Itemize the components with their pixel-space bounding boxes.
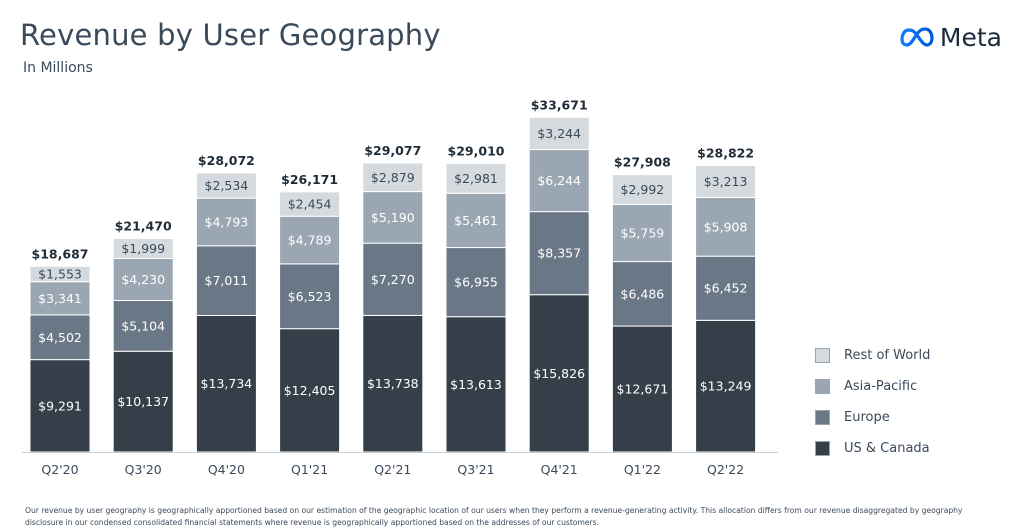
data-label-asia-pacific: $5,908 bbox=[704, 219, 748, 234]
data-label-asia-pacific: $5,461 bbox=[454, 213, 498, 228]
legend-swatch-asia-pacific bbox=[815, 379, 830, 394]
total-label: $29,077 bbox=[364, 143, 421, 158]
legend-label-asia-pacific: Asia-Pacific bbox=[844, 379, 918, 394]
data-label-asia-pacific: $5,190 bbox=[371, 210, 415, 225]
bar-segment-rest-of-world bbox=[29, 265, 91, 283]
bar-segment-asia-pacific bbox=[279, 215, 341, 265]
data-label-europe: $6,486 bbox=[621, 286, 665, 301]
bar-segment-europe bbox=[195, 245, 257, 316]
bar-segment-europe bbox=[695, 255, 757, 321]
total-label: $21,470 bbox=[115, 219, 172, 234]
bar-segment-europe bbox=[279, 263, 341, 330]
data-label-europe: $6,452 bbox=[704, 281, 748, 296]
legend-swatch-europe bbox=[815, 410, 830, 425]
total-label: $26,171 bbox=[281, 172, 338, 187]
data-label-us-canada: $13,738 bbox=[367, 376, 419, 391]
data-label-rest-of-world: $2,454 bbox=[288, 197, 332, 212]
bar-segment-us-canada bbox=[195, 314, 257, 453]
data-label-us-canada: $13,613 bbox=[450, 377, 502, 392]
bar-segment-rest-of-world bbox=[695, 165, 757, 198]
bar-segment-rest-of-world bbox=[611, 174, 673, 205]
data-label-us-canada: $12,671 bbox=[617, 382, 669, 397]
data-label-rest-of-world: $1,553 bbox=[38, 266, 82, 281]
total-label: $27,908 bbox=[614, 155, 671, 170]
bar-segment-europe bbox=[362, 242, 424, 316]
data-label-us-canada: $13,249 bbox=[700, 379, 752, 394]
legend-item-europe: Europe bbox=[815, 402, 930, 433]
chart-legend: Rest of World Asia-Pacific Europe US & C… bbox=[815, 340, 930, 464]
bar-segment-rest-of-world bbox=[528, 116, 590, 151]
total-label: $28,072 bbox=[198, 153, 255, 168]
x-tick-label: Q1'22 bbox=[624, 462, 661, 477]
data-label-asia-pacific: $4,789 bbox=[288, 233, 332, 248]
legend-item-rest-of-world: Rest of World bbox=[815, 340, 930, 371]
bar-segment-asia-pacific bbox=[695, 196, 757, 257]
x-tick-label: Q4'20 bbox=[208, 462, 245, 477]
bar-segment-rest-of-world bbox=[195, 172, 257, 199]
data-label-asia-pacific: $4,230 bbox=[121, 272, 165, 287]
data-label-us-canada: $10,137 bbox=[117, 394, 169, 409]
data-label-rest-of-world: $3,244 bbox=[537, 126, 581, 141]
bar-segment-asia-pacific bbox=[362, 191, 424, 244]
x-tick-label: Q2'20 bbox=[41, 462, 78, 477]
data-label-asia-pacific: $3,341 bbox=[38, 291, 82, 306]
data-label-rest-of-world: $1,999 bbox=[121, 241, 165, 256]
total-label: $28,822 bbox=[697, 146, 754, 161]
data-label-us-canada: $15,826 bbox=[533, 366, 585, 381]
legend-label-rest-of-world: Rest of World bbox=[844, 348, 931, 363]
data-label-europe: $8,357 bbox=[537, 246, 581, 261]
legend-swatch-rest-of-world bbox=[815, 348, 830, 363]
meta-infinity-icon bbox=[900, 27, 934, 47]
page-subtitle: In Millions bbox=[23, 60, 93, 76]
data-label-us-canada: $9,291 bbox=[38, 398, 82, 413]
data-label-us-canada: $12,405 bbox=[284, 383, 336, 398]
bar-segment-asia-pacific bbox=[195, 197, 257, 247]
bar-segment-rest-of-world bbox=[112, 238, 174, 259]
bar-segment-europe bbox=[528, 211, 590, 296]
data-label-rest-of-world: $2,981 bbox=[454, 171, 498, 186]
data-label-rest-of-world: $2,534 bbox=[205, 178, 249, 193]
data-label-rest-of-world: $2,992 bbox=[621, 182, 665, 197]
data-label-europe: $6,955 bbox=[454, 275, 498, 290]
total-label: $18,687 bbox=[32, 246, 89, 261]
page-title: Revenue by User Geography bbox=[20, 18, 441, 52]
data-label-rest-of-world: $2,879 bbox=[371, 170, 415, 185]
data-label-us-canada: $13,734 bbox=[201, 376, 253, 391]
x-tick-label: Q1'21 bbox=[291, 462, 328, 477]
x-tick-label: Q3'20 bbox=[125, 462, 162, 477]
x-tick-label: Q4'21 bbox=[541, 462, 578, 477]
revenue-stacked-bar-chart: $9,291 $4,502 $3,341 $1,553 $18,687 Q2'20 $10,… bbox=[22, 97, 778, 477]
bar-segment-europe bbox=[112, 300, 174, 352]
legend-swatch-us-canada bbox=[815, 441, 830, 456]
legend-label-us-canada: US & Canada bbox=[844, 441, 930, 456]
data-label-europe: $5,104 bbox=[121, 318, 165, 333]
data-label-europe: $4,502 bbox=[38, 330, 82, 345]
bar-segment-rest-of-world bbox=[362, 162, 424, 193]
bar-segment-europe bbox=[445, 247, 507, 318]
logo-text: Meta bbox=[939, 22, 1002, 52]
bar-segment-rest-of-world bbox=[445, 163, 507, 194]
data-label-asia-pacific: $5,759 bbox=[621, 225, 665, 240]
bar-segment-rest-of-world bbox=[279, 191, 341, 217]
total-label: $29,010 bbox=[448, 144, 505, 159]
bar-segment-europe bbox=[29, 314, 91, 361]
data-label-rest-of-world: $3,213 bbox=[704, 174, 748, 189]
x-tick-label: Q3'21 bbox=[457, 462, 494, 477]
bar-segment-europe bbox=[611, 261, 673, 327]
legend-label-europe: Europe bbox=[844, 410, 890, 425]
data-label-europe: $7,270 bbox=[371, 272, 415, 287]
total-label: $33,671 bbox=[531, 97, 588, 112]
x-tick-label: Q2'21 bbox=[374, 462, 411, 477]
data-label-asia-pacific: $4,793 bbox=[205, 214, 249, 229]
data-label-europe: $7,011 bbox=[205, 273, 249, 288]
footnote: Our revenue by user geography is geograp… bbox=[25, 506, 963, 527]
bar-segment-us-canada bbox=[611, 325, 673, 453]
x-tick-label: Q2'22 bbox=[707, 462, 744, 477]
data-label-europe: $6,523 bbox=[288, 289, 332, 304]
data-label-asia-pacific: $6,244 bbox=[537, 173, 581, 188]
meta-logo: Meta bbox=[900, 22, 1002, 52]
bar-segment-us-canada bbox=[445, 316, 507, 453]
legend-item-us-canada: US & Canada bbox=[815, 433, 930, 464]
legend-item-asia-pacific: Asia-Pacific bbox=[815, 371, 930, 402]
